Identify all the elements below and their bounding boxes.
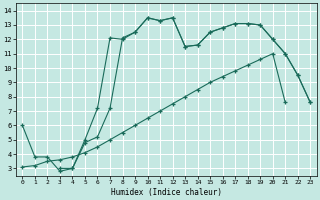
X-axis label: Humidex (Indice chaleur): Humidex (Indice chaleur): [111, 188, 222, 197]
